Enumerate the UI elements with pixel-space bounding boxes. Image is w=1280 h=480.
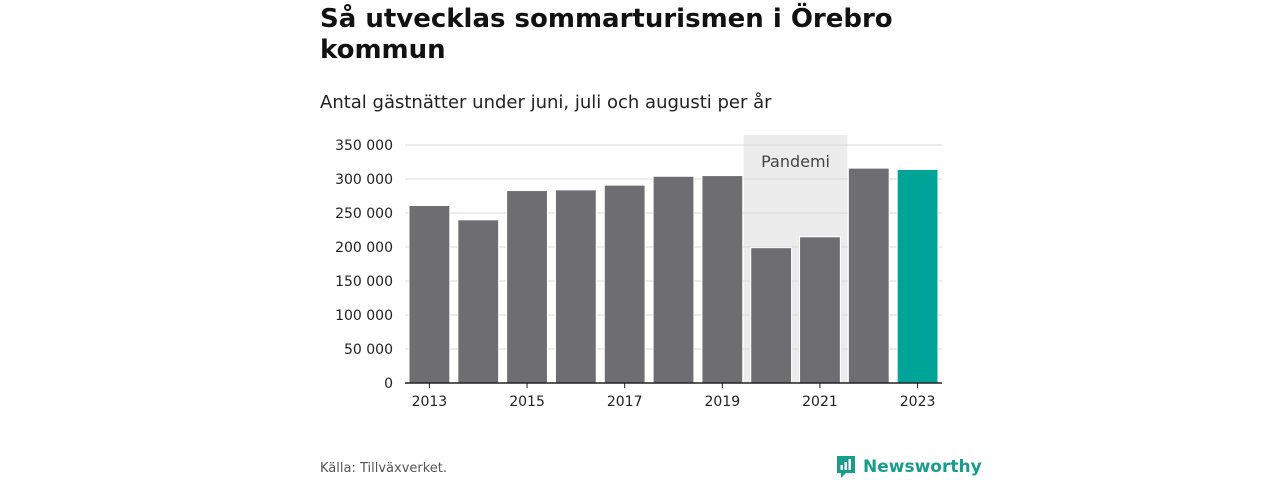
bar-2019 bbox=[701, 175, 744, 384]
brand-logo: Newsworthy bbox=[835, 454, 982, 480]
bar-2018 bbox=[652, 175, 695, 384]
y-tick-label: 0 bbox=[384, 376, 393, 392]
bar-2013 bbox=[408, 205, 451, 384]
chart-subtitle: Antal gästnätter under juni, juli och au… bbox=[320, 92, 772, 113]
bar-2022 bbox=[847, 167, 890, 384]
x-tick-label: 2021 bbox=[802, 394, 838, 410]
x-tick-label: 2017 bbox=[607, 394, 643, 410]
brand-name: Newsworthy bbox=[863, 457, 982, 477]
bar-2020 bbox=[750, 247, 793, 384]
source-note: Källa: Tillväxverket. bbox=[320, 461, 448, 476]
x-tick-label: 2015 bbox=[509, 394, 545, 410]
x-tick-label: 2013 bbox=[412, 394, 448, 410]
y-tick-label: 150 000 bbox=[335, 274, 393, 290]
y-tick-label: 50 000 bbox=[344, 342, 393, 358]
y-tick-label: 350 000 bbox=[335, 138, 393, 154]
bar-2016 bbox=[554, 189, 597, 384]
pandemic-band-label: Pandemi bbox=[761, 152, 830, 171]
bar-2014 bbox=[457, 219, 500, 384]
y-tick-label: 200 000 bbox=[335, 240, 393, 256]
x-tick-label: 2023 bbox=[900, 394, 936, 410]
bar-2021 bbox=[799, 236, 841, 384]
chart-title: Så utvecklas sommarturismen i Örebro kom… bbox=[320, 4, 893, 65]
x-tick-label: 2019 bbox=[704, 394, 740, 410]
bar-2015 bbox=[506, 190, 548, 384]
y-tick-label: 300 000 bbox=[335, 172, 393, 188]
bar-2017 bbox=[603, 184, 646, 384]
y-tick-label: 250 000 bbox=[335, 206, 393, 222]
newsworthy-logo-icon bbox=[837, 456, 855, 478]
bar-2023 bbox=[896, 168, 939, 384]
y-tick-label: 100 000 bbox=[335, 308, 393, 324]
